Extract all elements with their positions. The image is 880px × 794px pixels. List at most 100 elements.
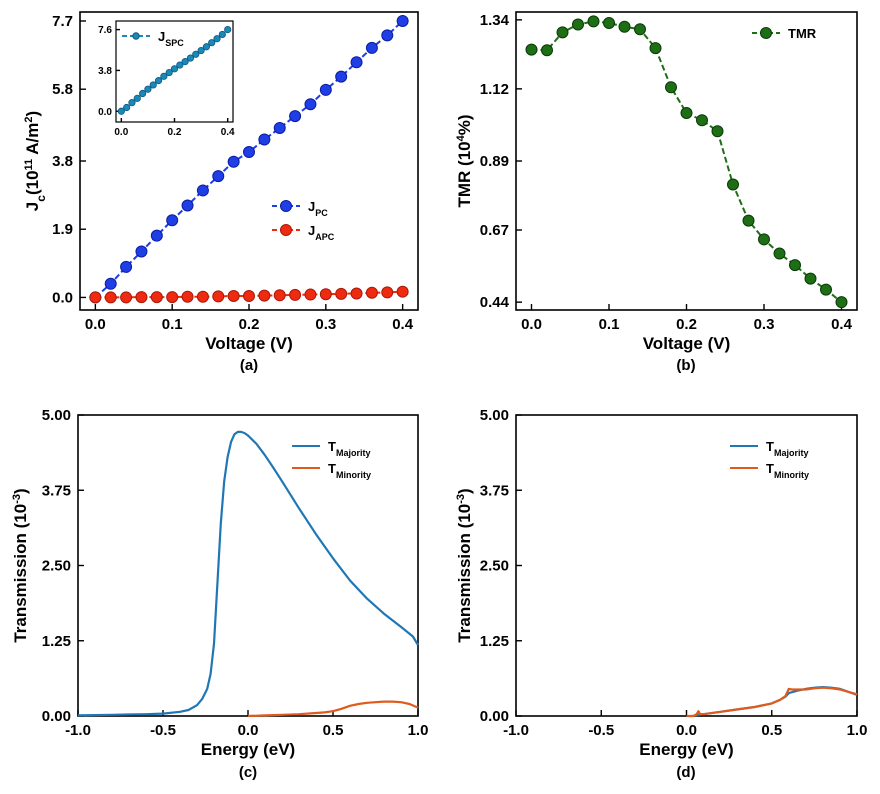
data-point [212, 170, 225, 183]
y-tick-label: 1.34 [480, 12, 510, 29]
y-tick-label: 1.12 [480, 81, 509, 98]
data-point [350, 56, 363, 69]
legend-main: J [308, 223, 315, 238]
panel-d: -1.0 -0.5 0.0 0.5 1.0 0.00 1.25 2.50 3.75 5.00 TMa… [455, 407, 867, 781]
data-point [556, 26, 569, 39]
y-axis-label: Transmission (10-3) [11, 488, 30, 642]
data-point [123, 103, 131, 112]
y-label-sub: c [34, 195, 48, 202]
x-tick-label: -0.5 [150, 722, 176, 739]
data-point [181, 58, 189, 66]
y-label-sup: 11 [23, 159, 35, 171]
x-tick-label: 0.0 [85, 316, 106, 333]
data-point [128, 99, 136, 107]
data-point [649, 42, 662, 55]
x-tick-label: 0.1 [162, 316, 183, 333]
data-point [618, 20, 631, 33]
y-tick-label: 0.0 [52, 289, 73, 306]
data-point [181, 290, 194, 303]
x-axis-label: Voltage (V) [643, 334, 731, 353]
y-tick-label: 3.8 [52, 153, 73, 170]
y-tick-label: 0.67 [480, 222, 509, 239]
x-tick-label: 0.4 [392, 316, 414, 333]
panel-caption: (d) [676, 764, 695, 781]
data-point [166, 291, 179, 304]
data-point [804, 272, 817, 285]
data-point [572, 18, 584, 31]
data-point [120, 260, 133, 273]
x-tick-label: 0.1 [599, 316, 620, 333]
data-point [319, 288, 332, 301]
data-point [634, 23, 646, 36]
data-point [680, 107, 693, 120]
data-point [304, 98, 317, 111]
x-tick-label: 0.4 [221, 127, 235, 138]
data-point [758, 233, 770, 246]
data-point [835, 296, 848, 309]
panel-caption: (a) [240, 357, 258, 374]
data-point [227, 155, 240, 168]
x-tick-label: 0.2 [676, 316, 697, 333]
series-line [247, 700, 419, 718]
data-point [192, 50, 200, 58]
plot-frame [515, 414, 858, 717]
series-line [686, 686, 858, 718]
y-tick-label: 2.50 [42, 558, 71, 575]
data-point [541, 44, 553, 57]
legend-marker [132, 32, 140, 40]
data-point [227, 289, 240, 302]
data-point [243, 146, 255, 159]
x-tick-label: 0.3 [754, 316, 775, 333]
data-point [289, 288, 302, 301]
data-point [104, 277, 117, 290]
legend-label: TMR [788, 26, 817, 41]
data-point [820, 283, 832, 296]
data-point [335, 70, 348, 83]
y-axis-label: Jc(1011 A/m2) [23, 111, 48, 211]
y-label-close: ) [23, 111, 42, 117]
data-point [224, 25, 232, 34]
data-point [165, 68, 173, 77]
data-point [665, 81, 677, 94]
legend-main: TMR [788, 26, 817, 41]
data-point [176, 61, 184, 69]
data-point [365, 286, 378, 299]
series-T_Minority [247, 700, 419, 718]
data-point [104, 291, 117, 304]
y-tick-label: 7.7 [52, 13, 73, 30]
inset: 0.0 0.2 0.4 0.0 3.8 7.6 JSPC [98, 20, 235, 138]
x-tick-label: -1.0 [65, 722, 91, 739]
data-point [196, 184, 209, 197]
data-point [525, 43, 538, 56]
legend-main: T [328, 439, 336, 454]
x-tick-label: -0.5 [588, 722, 614, 739]
plot-frame [77, 414, 419, 717]
data-point [170, 65, 179, 73]
data-point [773, 247, 786, 260]
data-point [258, 289, 271, 302]
y-tick-label: 2.50 [480, 558, 509, 575]
legend-marker [760, 27, 772, 39]
panel-c: -1.0 -0.5 0.0 0.5 1.0 0.00 1.25 2.50 3.75 5.00 TMa… [11, 407, 428, 781]
legend-main: J [158, 29, 165, 44]
data-point [197, 46, 205, 55]
legend-sub: PC [315, 208, 328, 218]
legend-main: J [308, 199, 315, 214]
data-point [381, 29, 394, 42]
data-point [150, 229, 163, 242]
x-tick-label: -1.0 [503, 722, 529, 739]
data-point [149, 81, 157, 89]
data-point [166, 214, 179, 227]
y-tick-label: 1.25 [480, 633, 509, 650]
y-tick-label: 5.00 [480, 407, 509, 424]
data-point [727, 178, 739, 191]
data-point [696, 114, 708, 127]
y-tick-label: 0.0 [98, 107, 112, 118]
legend-label: TMinority [766, 461, 809, 480]
plot-frame [515, 11, 858, 311]
y-label-sup: -3 [11, 494, 23, 504]
data-point [89, 291, 102, 304]
y-tick-label: 0.00 [480, 708, 509, 725]
legend-label: JSPC [158, 29, 184, 48]
data-point [208, 39, 216, 47]
